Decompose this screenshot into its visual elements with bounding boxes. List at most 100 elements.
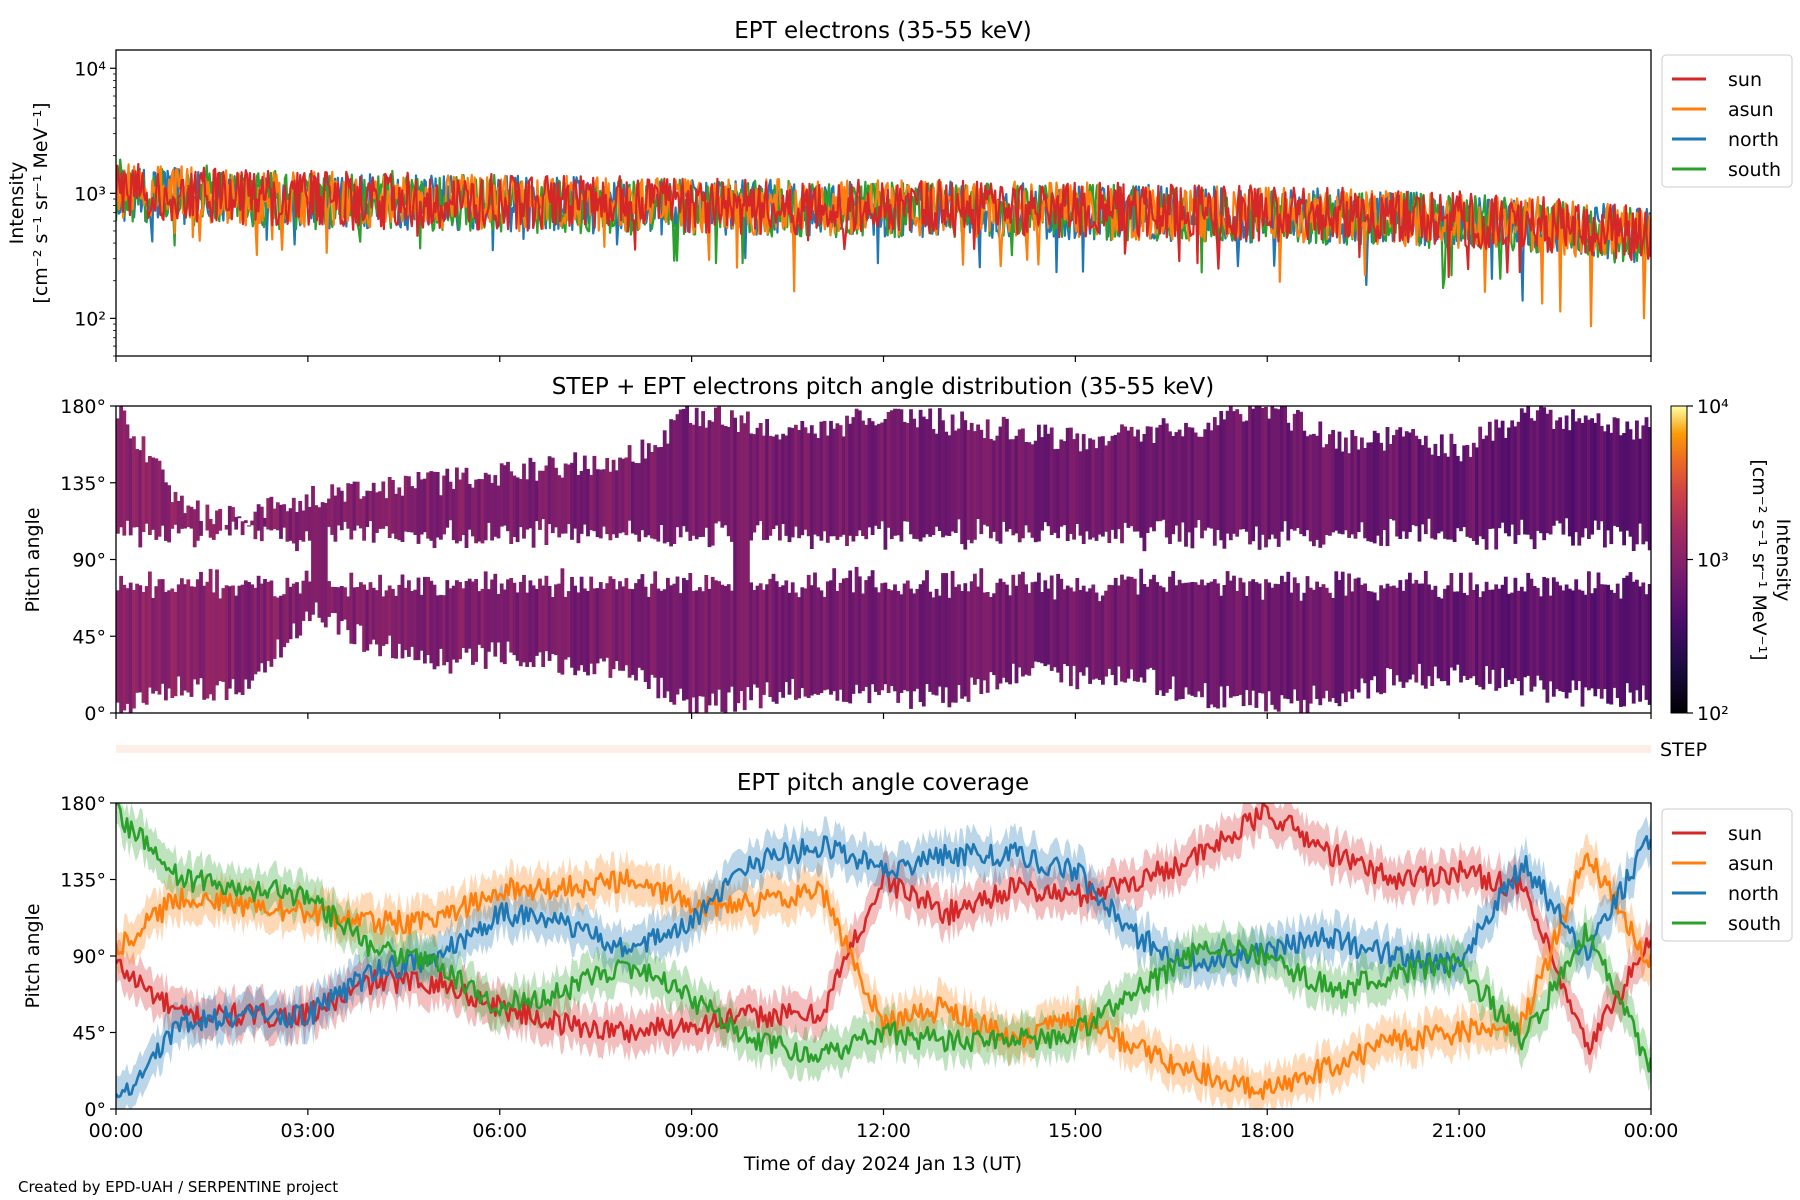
heatmap-cell — [195, 579, 200, 685]
heatmap-cell — [1366, 442, 1371, 542]
heatmap-cell — [407, 580, 411, 657]
heatmap-cell — [1104, 445, 1108, 532]
heatmap-cell — [269, 580, 274, 667]
heatmap-cell — [1113, 434, 1118, 539]
heatmap-cell — [1107, 584, 1112, 669]
heatmap-cell — [886, 588, 891, 693]
heatmap-cell — [1132, 436, 1137, 532]
heatmap-cell — [490, 482, 494, 541]
heatmap-cell — [685, 580, 689, 700]
heatmap-cell — [1241, 582, 1246, 707]
heatmap-cell — [618, 581, 622, 671]
heatmap-cell — [211, 524, 216, 540]
heatmap-cell — [333, 587, 338, 614]
heatmap-cell — [301, 510, 306, 542]
heatmap-cell — [1382, 588, 1387, 693]
heatmap-cell — [192, 509, 197, 548]
heatmap-cell — [1603, 584, 1607, 690]
heatmap-cell — [1542, 577, 1547, 690]
heatmap-cell — [1558, 585, 1563, 692]
heatmap-cell — [838, 425, 843, 537]
y-tick-label: 90° — [72, 550, 106, 572]
heatmap-cell — [1356, 577, 1361, 693]
heatmap-cell — [547, 456, 552, 525]
heatmap-cell — [1628, 429, 1633, 537]
heatmap-cell — [483, 571, 488, 669]
panel-pitch-distribution: STEP + EPT electrons pitch angle distrib… — [22, 374, 1794, 725]
panel1-ylabel-line2: [cm⁻² s⁻¹ sr⁻¹ MeV⁻¹] — [30, 102, 52, 303]
heatmap-cell — [1097, 436, 1102, 535]
heatmap-cell — [816, 587, 821, 695]
heatmap-cell — [611, 579, 616, 670]
heatmap-cell — [1017, 429, 1022, 543]
heatmap-cell — [496, 485, 501, 539]
heatmap-cell — [285, 577, 290, 643]
heatmap-cell — [1551, 429, 1556, 526]
heatmap-cell — [758, 583, 763, 709]
heatmap-cell — [1571, 409, 1575, 546]
panel2-ylabel: Pitch angle — [22, 507, 44, 612]
heatmap-cell — [1216, 425, 1220, 530]
heatmap-cell — [1171, 571, 1176, 677]
heatmap-cell — [151, 457, 155, 530]
heatmap-cell — [595, 588, 600, 664]
heatmap-cell — [787, 592, 792, 695]
heatmap-cell — [528, 457, 533, 529]
heatmap-cell — [119, 406, 123, 528]
heatmap-cell — [576, 475, 581, 544]
heatmap-cell — [410, 486, 414, 533]
heatmap-cell — [464, 581, 469, 653]
heatmap-cell — [487, 589, 491, 652]
heatmap-cell — [477, 479, 482, 542]
panel-pitch-coverage: EPT pitch angle coverage 0° 45° 90° 135° 180… — [22, 770, 1793, 1175]
credit-text: Created by EPD-UAH / SERPENTINE project — [18, 1178, 338, 1196]
heatmap-cell — [346, 483, 351, 529]
heatmap-cell — [762, 435, 766, 541]
heatmap-cell — [1056, 448, 1060, 539]
heatmap-cell — [243, 580, 248, 680]
heatmap-cell — [832, 428, 837, 537]
heatmap-cell — [397, 584, 402, 644]
heatmap-cell — [1187, 427, 1192, 533]
heatmap-cell — [765, 584, 769, 683]
heatmap-cell — [445, 580, 450, 662]
heatmap-cell — [653, 571, 658, 678]
heatmap-cell — [784, 580, 789, 683]
heatmap-cell — [694, 407, 699, 540]
heatmap-cell — [1331, 429, 1335, 533]
heatmap-cell — [199, 571, 203, 679]
heatmap-cell — [298, 501, 303, 541]
heatmap-cell — [1299, 600, 1303, 713]
heatmap-cell — [1439, 598, 1444, 682]
heatmap-cell — [231, 585, 235, 680]
heatmap-cell — [570, 577, 574, 668]
heatmap-cell — [1085, 449, 1089, 532]
heatmap-cell — [218, 598, 223, 682]
heatmap-cell — [1561, 428, 1566, 535]
heatmap-cell — [515, 592, 520, 661]
heatmap-cell — [1212, 417, 1217, 546]
heatmap-cell — [1638, 438, 1642, 524]
heatmap-cell — [135, 449, 139, 528]
heatmap-cell — [1158, 424, 1163, 522]
heatmap-cell — [1487, 589, 1492, 684]
panel1-x-ticks — [115, 356, 1652, 362]
heatmap-cell — [1337, 431, 1342, 534]
heatmap-cell — [614, 470, 619, 538]
heatmap-cell — [1312, 433, 1316, 547]
heatmap-cell — [355, 587, 360, 625]
panel-intensity: EPT electrons (35-55 keV) 10² 10³ 10⁴ Inte… — [6, 18, 1793, 362]
heatmap-cell — [1395, 587, 1399, 676]
heatmap-cell — [794, 424, 798, 527]
heatmap-cell — [905, 423, 910, 522]
heatmap-cell — [253, 587, 258, 675]
heatmap-cell — [288, 586, 293, 640]
heatmap-cell — [870, 570, 875, 685]
heatmap-cell — [1497, 427, 1502, 529]
heatmap-cell — [502, 589, 507, 665]
heatmap-cell — [1305, 576, 1310, 713]
heatmap-cell — [403, 475, 408, 532]
heatmap-cell — [1455, 455, 1460, 529]
heatmap-cell — [973, 573, 977, 685]
heatmap-cell — [1228, 406, 1233, 541]
